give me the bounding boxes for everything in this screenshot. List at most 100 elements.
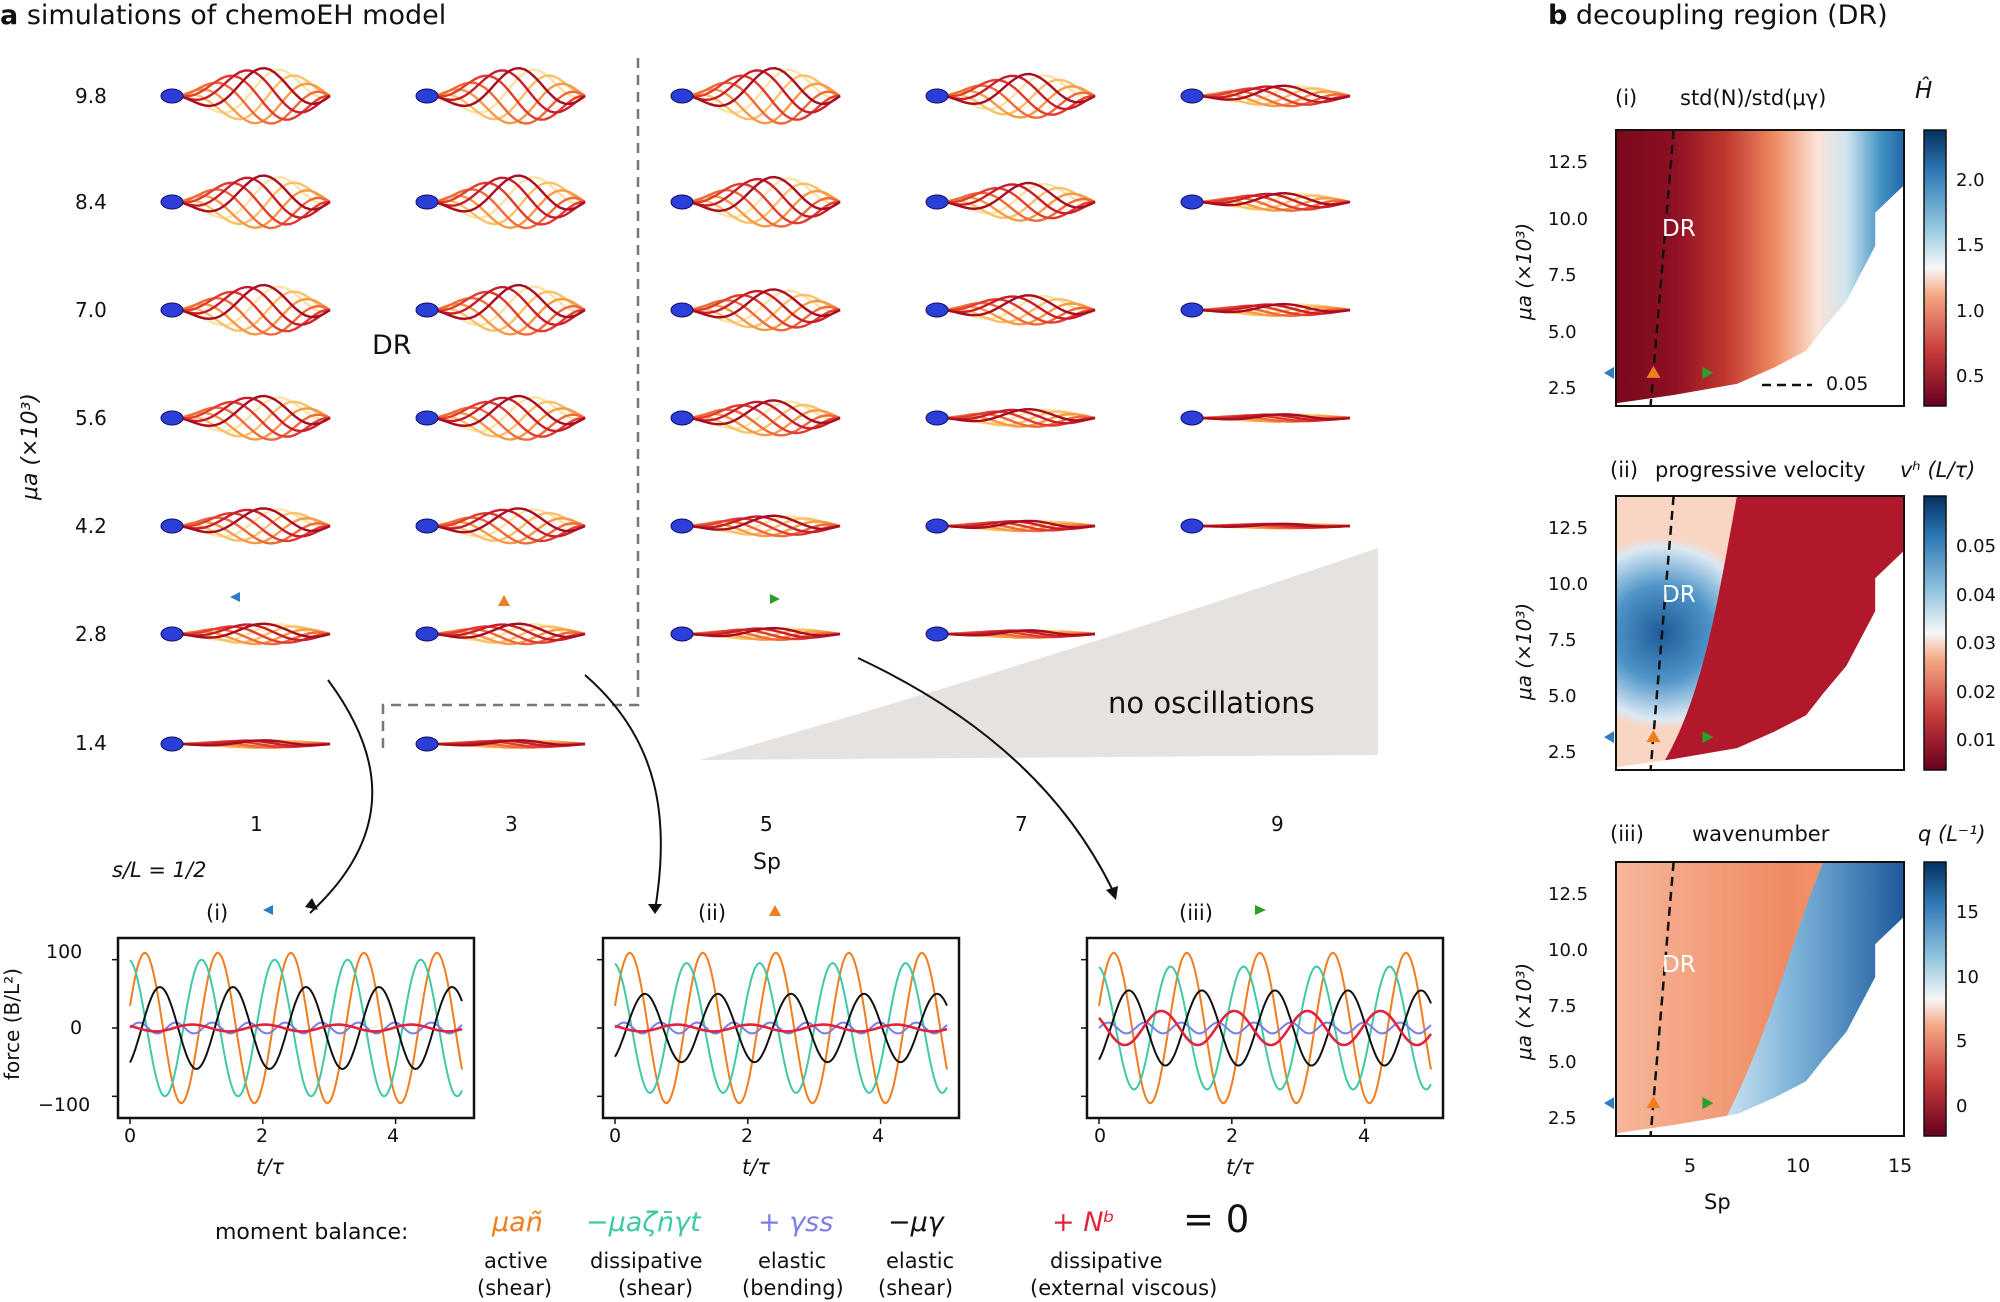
sim-r0-c0 <box>160 66 331 125</box>
cell-head <box>415 302 439 318</box>
bending-line <box>1098 1021 1432 1035</box>
flagellum-beat <box>179 66 331 108</box>
b-cbar-tick: 0.03 <box>1956 633 1997 654</box>
dissipative-line <box>614 962 948 1094</box>
sim-r1-c2 <box>670 175 841 228</box>
b-cbar-tick: 0.05 <box>1956 536 1997 557</box>
map-ii-roman: (ii) <box>1610 458 1639 482</box>
sim-r1-c3 <box>925 181 1096 223</box>
no-oscillations-region <box>700 548 1378 760</box>
cell-head <box>925 302 949 318</box>
term-bending-symbol: + γss <box>758 1207 834 1238</box>
force-ytick-0: 0 <box>70 1017 83 1039</box>
b-ytick: 10.0 <box>1548 574 1589 595</box>
cell-head <box>1180 410 1204 426</box>
cell-head <box>670 194 694 210</box>
b-ytick: 5.0 <box>1548 686 1577 707</box>
cell-head <box>1180 518 1204 534</box>
ytick-8-4: 8.4 <box>75 190 107 214</box>
term-dissipative-desc2: (shear) <box>618 1276 694 1300</box>
flagellum-beat <box>434 396 586 433</box>
cell-head <box>1180 88 1204 104</box>
flagellum-beat <box>179 181 331 226</box>
sim-r5-c0 <box>160 622 331 646</box>
flagellum-beat <box>179 290 331 333</box>
marker-blue-b <box>1604 1097 1614 1110</box>
flagellum-beat <box>434 290 586 333</box>
b-ytick: 10.0 <box>1548 940 1589 961</box>
sim-r2-c1 <box>415 283 586 336</box>
bending-line <box>614 1021 948 1035</box>
heatmap-panels <box>1604 129 1947 1137</box>
cell-head <box>415 518 439 534</box>
sim-r3-c4 <box>1180 410 1351 426</box>
flagellum-beat <box>434 290 586 333</box>
map-i-cbar-label: Ĥ <box>1915 78 1933 104</box>
flagellum-beat <box>689 175 841 213</box>
flagellum-beat <box>434 286 586 327</box>
flagellum-beat <box>434 176 586 219</box>
cell-head <box>925 194 949 210</box>
active-line <box>614 951 948 1105</box>
flagellum-beat <box>434 296 586 336</box>
map-i-title: std(N)/std(μγ) <box>1680 86 1827 110</box>
sim-r5-c3 <box>925 626 1096 642</box>
map-i-roman: (i) <box>1615 86 1638 110</box>
arrow-ii <box>584 674 662 911</box>
flagellum-beat <box>179 290 331 333</box>
b-xtick-15: 15 <box>1888 1155 1913 1177</box>
flagellum-beat <box>434 181 586 226</box>
marker-green-f <box>1255 905 1266 915</box>
marker-blue-b <box>1604 366 1614 379</box>
flagellum-beat <box>689 81 841 125</box>
viscous-line <box>614 1023 948 1033</box>
flagellum-beat <box>944 84 1096 119</box>
marker-blue-a <box>230 592 240 602</box>
arrow-head-ii <box>648 904 662 914</box>
flagellum-beat <box>1199 413 1351 421</box>
flagellum-beat <box>1199 196 1351 212</box>
flagellum-beat <box>179 739 331 747</box>
cell-head <box>670 410 694 426</box>
force-panel-2 <box>597 936 961 1124</box>
sim-r1-c0 <box>160 174 331 230</box>
arrow-i <box>309 679 374 914</box>
b-ytick: 7.5 <box>1548 630 1577 651</box>
flagellum-beat <box>434 74 586 121</box>
dr-line <box>1649 861 1675 1137</box>
map-i-ylabel: μa (×10³) <box>1512 222 1536 320</box>
cell-head <box>670 518 694 534</box>
b-cbar-tick: 1.5 <box>1956 235 1985 257</box>
flagellum-beat <box>179 188 331 230</box>
flagellum-beat <box>1199 522 1351 528</box>
flagellum-beat <box>434 516 586 545</box>
b-cbar-tick: 0.5 <box>1956 366 1985 387</box>
flagellum-beat <box>689 182 841 225</box>
map-iii-title: wavenumber <box>1692 822 1830 846</box>
flagellum-beat <box>179 74 331 121</box>
term-dissipative-desc1: dissipative <box>590 1249 703 1273</box>
f2-xlabel: t/τ <box>742 1155 770 1179</box>
sim-r4-c0 <box>160 507 331 545</box>
flagellum-beat <box>689 74 841 121</box>
b-xtick-5: 5 <box>1684 1155 1697 1177</box>
panel-a-dr: DR <box>372 330 412 361</box>
term-viscous-symbol: + Nᵇ <box>1052 1207 1115 1238</box>
flagellum-beat <box>689 188 841 228</box>
b-cbar-tick: 0.01 <box>1956 730 1997 751</box>
b-ytick: 10.0 <box>1548 208 1589 230</box>
flagellum-beat <box>179 296 331 336</box>
map-ii-ylabel: μa (×10³) <box>1512 602 1536 700</box>
term-viscous-desc1: dissipative <box>1050 1249 1163 1273</box>
force-panel-3 <box>1081 936 1445 1124</box>
cell-head <box>160 194 184 210</box>
cell-head <box>1180 302 1204 318</box>
flagellum-beat <box>434 188 586 230</box>
cell-head <box>160 626 184 642</box>
flagellum-beat <box>179 283 331 321</box>
map-ii-cbar-label: vʰ (L/τ) <box>1900 458 1976 482</box>
flagellum-beat <box>944 191 1096 223</box>
shear-line <box>1098 989 1432 1067</box>
sim-r3-c0 <box>160 394 331 441</box>
colorbar <box>1923 495 1947 771</box>
